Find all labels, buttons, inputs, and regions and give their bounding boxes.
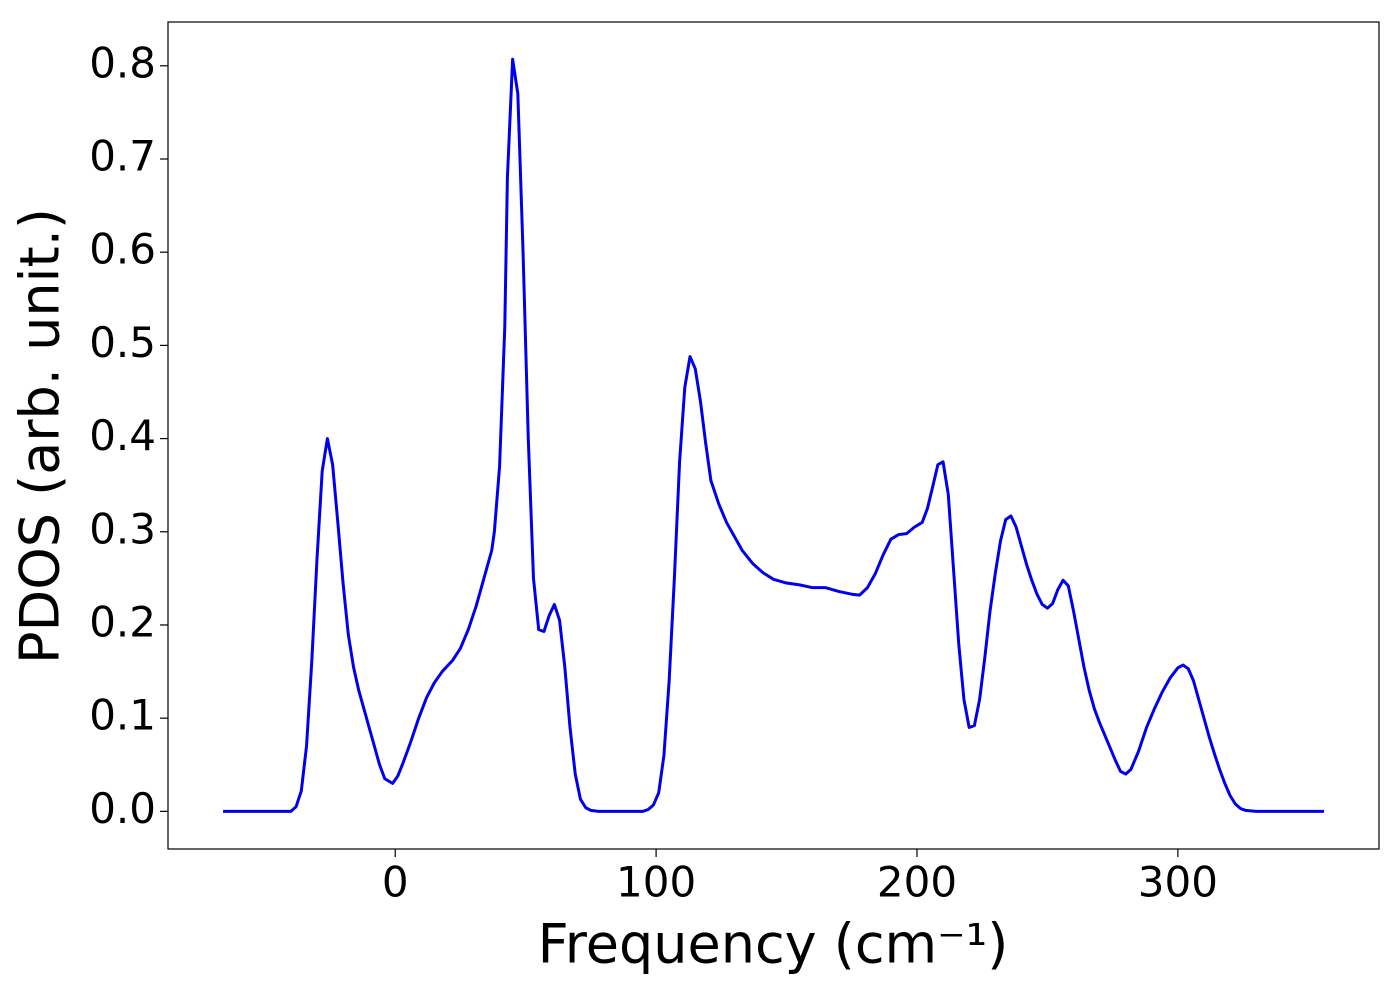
x-tick-label: 300 [1138, 858, 1218, 907]
data-line [223, 57, 1324, 813]
x-tick-label: 0 [382, 858, 409, 907]
x-tick-label: 100 [616, 858, 696, 907]
y-tick-label: 0.5 [89, 318, 156, 367]
y-axis-label: PDOS (arb. unit.) [9, 208, 72, 664]
y-tick-label: 0.1 [89, 691, 156, 740]
y-tick-label: 0.0 [89, 784, 156, 833]
y-tick-label: 0.4 [89, 411, 156, 460]
y-tick-label: 0.2 [89, 597, 156, 646]
x-axis-label: Frequency (cm⁻¹) [538, 913, 1009, 976]
y-tick-label: 0.7 [89, 131, 156, 180]
x-tick-label: 200 [877, 858, 957, 907]
plot-frame [167, 21, 1380, 850]
y-tick-label: 0.3 [89, 504, 156, 553]
y-tick-label: 0.8 [89, 38, 156, 87]
y-tick-label: 0.6 [89, 225, 156, 274]
